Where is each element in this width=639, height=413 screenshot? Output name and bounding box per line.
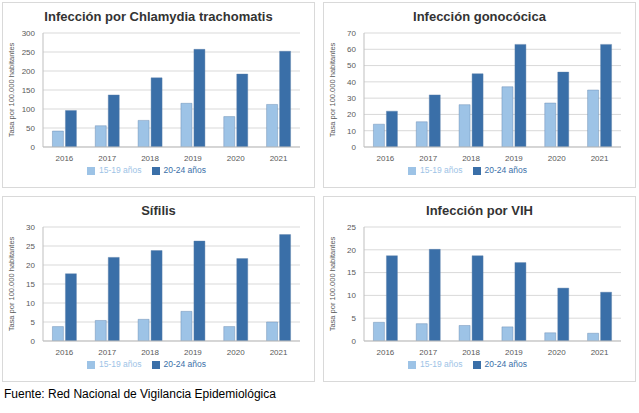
svg-text:0: 0 — [31, 337, 36, 346]
svg-text:300: 300 — [22, 29, 36, 38]
svg-text:2018: 2018 — [141, 154, 159, 163]
html-text:Infección gonocócica: Infección gonocócica — [413, 9, 546, 24]
svg-text:2018: 2018 — [462, 348, 480, 357]
svg-text:20: 20 — [347, 246, 356, 255]
svg-text:0: 0 — [31, 143, 36, 152]
svg-text:5: 5 — [352, 314, 357, 323]
svg-text:40: 40 — [347, 78, 356, 87]
svg-text:70: 70 — [347, 29, 356, 38]
svg-text:2016: 2016 — [377, 154, 395, 163]
html-text:15-19 años: 15-19 años — [99, 359, 142, 369]
svg-text:2021: 2021 — [591, 348, 609, 357]
svg-text:50: 50 — [347, 61, 356, 70]
svg-text:Tasa por 100.000 habitantes: Tasa por 100.000 habitantes — [328, 42, 337, 137]
svg-text:2016: 2016 — [56, 348, 74, 357]
svg-text:2020: 2020 — [227, 348, 245, 357]
svg-text:15: 15 — [347, 268, 356, 277]
svg-text:2020: 2020 — [548, 348, 566, 357]
svg-text:100: 100 — [22, 105, 36, 114]
svg-text:Tasa por 100.000 habitantes: Tasa por 100.000 habitantes — [328, 236, 337, 331]
html-text:15-19 años: 15-19 años — [420, 165, 463, 175]
svg-text:Tasa por 100.000 habitantes: Tasa por 100.000 habitantes — [8, 42, 16, 137]
html-text:20-24 años: 20-24 años — [163, 165, 206, 175]
svg-text:2019: 2019 — [184, 348, 202, 357]
svg-text:15: 15 — [26, 280, 35, 289]
svg-text:30: 30 — [26, 223, 35, 232]
svg-text:2017: 2017 — [98, 154, 116, 163]
svg-text:2017: 2017 — [419, 154, 437, 163]
svg-text:250: 250 — [22, 48, 36, 57]
html-text:Infección por VIH: Infección por VIH — [426, 203, 533, 218]
svg-text:2017: 2017 — [98, 348, 116, 357]
svg-text:2020: 2020 — [227, 154, 245, 163]
svg-text:10: 10 — [347, 291, 356, 300]
svg-text:20: 20 — [347, 110, 356, 119]
html-text:20-24 años: 20-24 años — [484, 359, 527, 369]
svg-text:2018: 2018 — [462, 154, 480, 163]
svg-text:20: 20 — [26, 261, 35, 270]
html-text:15-19 años: 15-19 años — [420, 359, 463, 369]
html-text:20-24 años: 20-24 años — [484, 165, 527, 175]
svg-text:2017: 2017 — [419, 348, 437, 357]
svg-text:2021: 2021 — [270, 348, 288, 357]
svg-text:2020: 2020 — [548, 154, 566, 163]
svg-text:2021: 2021 — [270, 154, 288, 163]
svg-text:10: 10 — [26, 299, 35, 308]
svg-text:25: 25 — [26, 242, 35, 251]
svg-text:2019: 2019 — [505, 154, 523, 163]
svg-text:30: 30 — [347, 94, 356, 103]
svg-text:2016: 2016 — [377, 348, 395, 357]
svg-text:0: 0 — [352, 337, 357, 346]
svg-text:2019: 2019 — [184, 154, 202, 163]
svg-text:60: 60 — [347, 45, 356, 54]
svg-text:2016: 2016 — [56, 154, 74, 163]
svg-text:150: 150 — [22, 86, 36, 95]
svg-text:2021: 2021 — [591, 154, 609, 163]
html-text:15-19 años: 15-19 años — [99, 165, 142, 175]
svg-text:25: 25 — [347, 223, 356, 232]
svg-text:Tasa por 100.000 habitantes: Tasa por 100.000 habitantes — [8, 236, 16, 331]
html-text:20-24 años: 20-24 años — [163, 359, 206, 369]
html-text:Fuente: Red Nacional de Vigila: Fuente: Red Nacional de Vigilancia Epide… — [4, 387, 276, 401]
svg-text:10: 10 — [347, 127, 356, 136]
svg-text:200: 200 — [22, 67, 36, 76]
svg-text:50: 50 — [26, 124, 35, 133]
html-text:Sífilis: Sífilis — [141, 203, 176, 218]
svg-text:0: 0 — [352, 143, 357, 152]
svg-text:5: 5 — [31, 318, 36, 327]
svg-text:2019: 2019 — [505, 348, 523, 357]
html-text:Infección por Chlamydia tracho: Infección por Chlamydia trachomatis — [44, 9, 273, 24]
svg-text:2018: 2018 — [141, 348, 159, 357]
